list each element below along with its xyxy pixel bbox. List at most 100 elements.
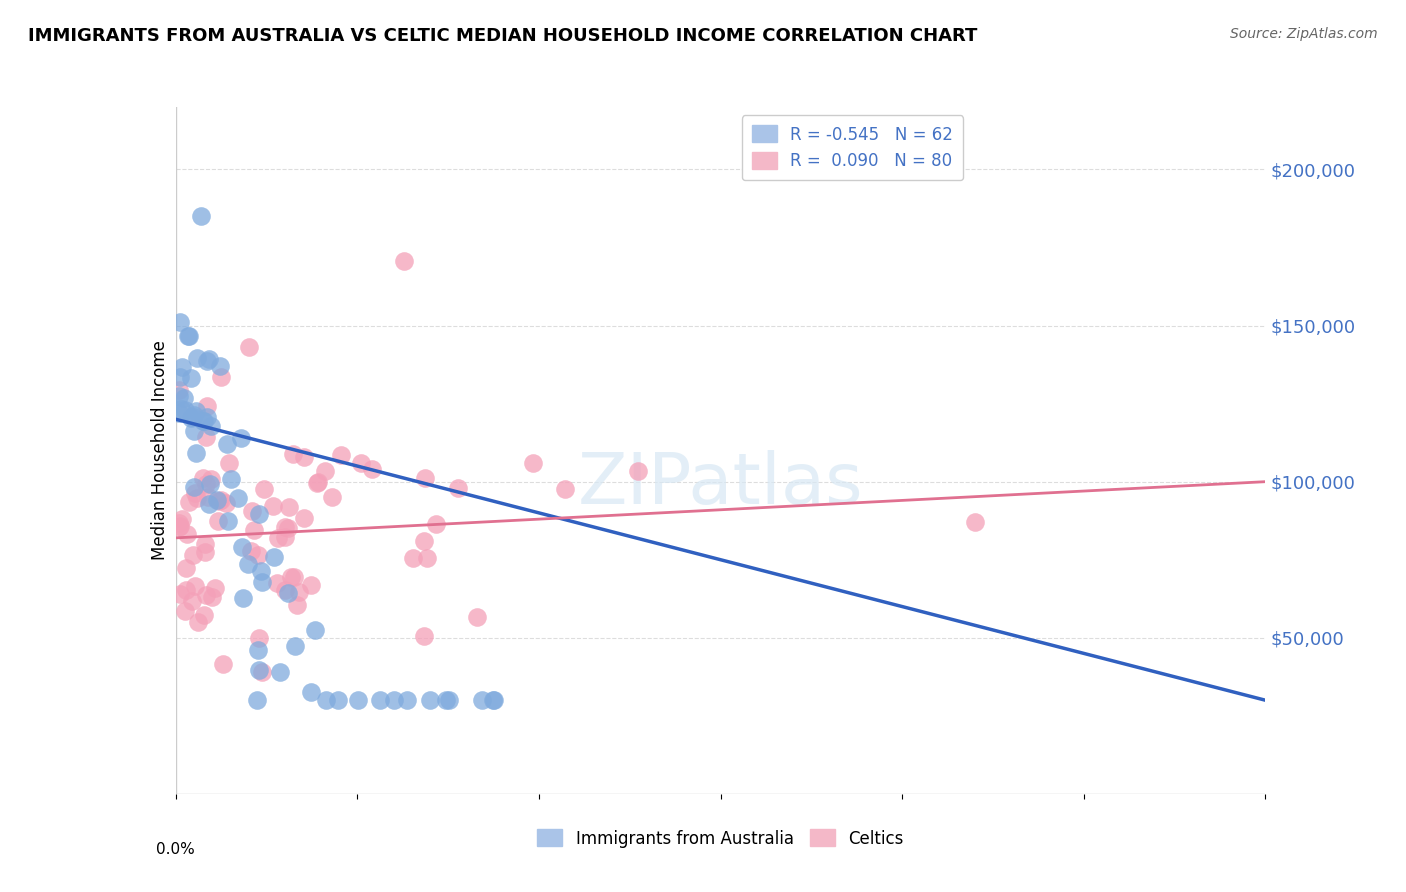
Point <box>329 448 352 462</box>
Point <box>169 516 191 530</box>
Point <box>176 328 198 343</box>
Point <box>170 360 193 375</box>
Point <box>266 575 288 590</box>
Point <box>183 480 205 494</box>
Point <box>187 615 209 630</box>
Point <box>382 693 405 707</box>
Point <box>169 384 191 398</box>
Point <box>177 495 200 509</box>
Point <box>200 419 222 434</box>
Point <box>277 586 299 600</box>
Legend: Immigrants from Australia, Celtics: Immigrants from Australia, Celtics <box>530 822 911 855</box>
Point <box>183 424 205 438</box>
Point <box>350 456 373 470</box>
Point <box>307 475 329 489</box>
Point <box>522 456 544 470</box>
Point <box>176 583 198 598</box>
Point <box>226 491 249 506</box>
Point <box>186 491 208 506</box>
Point <box>173 391 195 405</box>
Point <box>194 537 217 551</box>
Point <box>299 684 322 698</box>
Point <box>465 610 488 624</box>
Point <box>247 507 270 521</box>
Point <box>170 511 193 525</box>
Point <box>283 447 305 461</box>
Point <box>246 549 269 563</box>
Point <box>194 588 217 602</box>
Point <box>211 657 233 671</box>
Point <box>169 315 191 329</box>
Point <box>184 486 207 500</box>
Point <box>174 561 197 575</box>
Point <box>482 693 505 707</box>
Point <box>263 549 285 564</box>
Point <box>274 519 297 533</box>
Point <box>180 594 202 608</box>
Point <box>169 520 191 534</box>
Point <box>394 254 416 268</box>
Point <box>482 693 505 707</box>
Point <box>198 476 221 491</box>
Point <box>285 598 308 612</box>
Point <box>284 639 307 653</box>
Point <box>305 476 328 491</box>
Point <box>347 693 370 707</box>
Point <box>416 551 439 566</box>
Point <box>190 209 212 223</box>
Point <box>170 401 193 416</box>
Point <box>194 544 217 558</box>
Point <box>236 557 259 571</box>
Point <box>215 496 238 510</box>
Point <box>288 585 311 599</box>
Point <box>176 527 198 541</box>
Point <box>169 518 191 533</box>
Point <box>183 408 205 422</box>
Point <box>184 446 207 460</box>
Point <box>247 663 270 677</box>
Point <box>195 354 218 368</box>
Point <box>274 530 297 544</box>
Point <box>247 642 270 657</box>
Point <box>283 569 305 583</box>
Point <box>197 490 219 504</box>
Y-axis label: Median Household Income: Median Household Income <box>150 341 169 560</box>
Point <box>193 414 215 428</box>
Point <box>425 516 447 531</box>
Point <box>197 351 219 366</box>
Point <box>217 436 239 450</box>
Point <box>209 369 232 384</box>
Point <box>179 328 201 343</box>
Text: IMMIGRANTS FROM AUSTRALIA VS CELTIC MEDIAN HOUSEHOLD INCOME CORRELATION CHART: IMMIGRANTS FROM AUSTRALIA VS CELTIC MEDI… <box>28 27 977 45</box>
Point <box>446 481 468 495</box>
Point <box>963 515 986 529</box>
Point <box>321 490 343 504</box>
Point <box>180 411 202 425</box>
Point <box>208 494 231 508</box>
Point <box>193 607 215 622</box>
Point <box>181 548 204 562</box>
Point <box>194 477 217 491</box>
Text: 0.0%: 0.0% <box>156 842 195 857</box>
Point <box>249 564 271 578</box>
Point <box>419 693 441 707</box>
Point <box>232 591 254 606</box>
Point <box>180 371 202 385</box>
Point <box>314 464 336 478</box>
Point <box>315 693 337 707</box>
Point <box>204 581 226 595</box>
Point <box>252 665 274 680</box>
Point <box>240 503 263 517</box>
Point <box>184 579 207 593</box>
Point <box>205 492 228 507</box>
Point <box>200 472 222 486</box>
Point <box>250 575 273 590</box>
Point <box>437 693 460 707</box>
Point <box>169 406 191 420</box>
Point <box>396 693 419 707</box>
Point <box>209 493 232 508</box>
Point <box>292 511 315 525</box>
Text: ZIPatlas: ZIPatlas <box>578 450 863 519</box>
Point <box>301 578 323 592</box>
Point <box>193 471 215 485</box>
